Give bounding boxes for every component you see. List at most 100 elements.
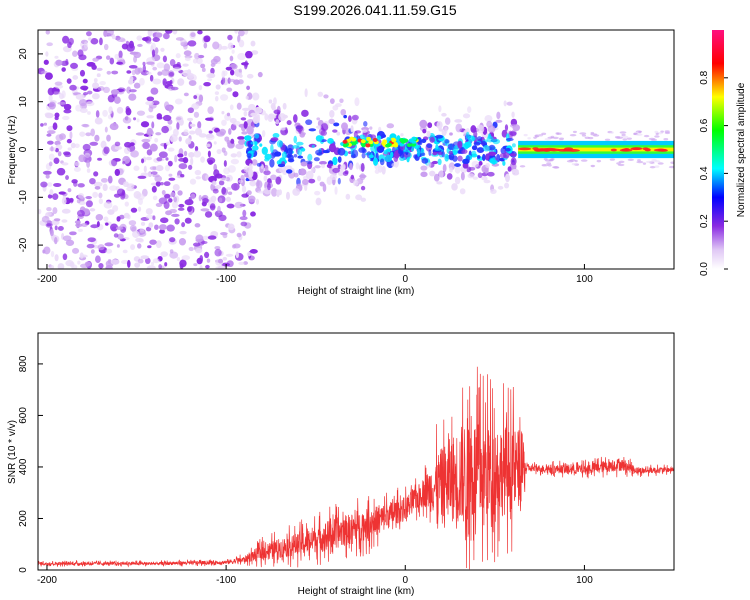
- spectrogram-cell: [210, 67, 215, 75]
- spectrogram-cell: [246, 190, 252, 196]
- spectrogram-cell: [151, 185, 157, 193]
- spectrogram-cell: [246, 125, 254, 135]
- spectrogram-cell: [61, 219, 68, 223]
- spectrogram-cell: [209, 203, 216, 211]
- spectrogram-cell: [94, 117, 103, 125]
- spectrogram-cell: [654, 130, 659, 134]
- spectrogram-cell: [358, 147, 366, 153]
- spectrogram-cell: [83, 41, 88, 49]
- spectrogram-cell: [449, 132, 453, 136]
- spectrogram-cell: [86, 168, 91, 173]
- spectrogram-cell: [47, 87, 55, 96]
- spectrogram-x-ticks: -200 -100 0 100: [37, 264, 593, 285]
- spectrogram-cell: [372, 138, 378, 143]
- spectrogram-cell: [95, 255, 101, 264]
- spectrogram-cell: [154, 175, 163, 183]
- spectrogram-cell: [381, 134, 387, 138]
- spectrogram-cell: [504, 124, 509, 131]
- spectrogram-cell: [140, 255, 149, 260]
- spectrogram-cell: [177, 190, 183, 196]
- spectrogram-cell: [161, 189, 166, 195]
- spectrogram-cell: [668, 165, 674, 169]
- spectrogram-cell: [622, 138, 628, 141]
- spectrogram-cell: [222, 256, 228, 261]
- spectrogram-cell: [207, 235, 217, 240]
- spectrogram-cell: [109, 57, 115, 65]
- spectrogram-cell: [467, 106, 472, 113]
- spectrogram-cell: [276, 189, 280, 198]
- spectrogram-cell: [55, 148, 59, 153]
- spectrogram-cell: [225, 196, 231, 202]
- spectrogram-cell: [69, 261, 75, 268]
- spectrogram-cell: [47, 182, 53, 187]
- spectrogram-cell: [54, 225, 58, 231]
- spectrogram-cell: [110, 259, 120, 265]
- spectrogram-cell: [164, 193, 171, 199]
- spectrogram-cell: [167, 160, 173, 167]
- spectrogram-cell: [68, 37, 74, 45]
- spectrogram-cell: [150, 87, 159, 95]
- spectrogram-cell: [156, 62, 165, 69]
- spectrogram-cell: [320, 130, 327, 136]
- spectrogram-cell: [198, 94, 204, 103]
- spectrogram-cell: [223, 160, 227, 167]
- spectrogram-cell: [85, 101, 95, 107]
- spectrogram-cell: [112, 205, 119, 212]
- spectrogram-cell: [185, 138, 192, 145]
- spectrogram-cell: [511, 169, 519, 174]
- spectrogram-cell: [162, 55, 168, 63]
- spectrogram-cell: [502, 160, 506, 166]
- spectrogram-cell: [216, 131, 225, 137]
- spectrogram-cell: [221, 119, 227, 126]
- spectrogram-cell: [308, 178, 316, 184]
- spectrogram-cell: [224, 136, 230, 142]
- spectrogram-cell: [315, 197, 322, 206]
- spectrogram-cell: [473, 131, 478, 138]
- spectrogram-cell: [170, 86, 179, 91]
- spectrogram-cell: [276, 139, 283, 148]
- spectrogram-cell: [340, 164, 346, 171]
- spectrogram-cell: [127, 214, 131, 220]
- spectrogram-cell: [188, 246, 194, 252]
- spectrogram-cell: [339, 98, 344, 104]
- spectrogram-cell: [102, 183, 108, 192]
- spectrogram-cell: [569, 133, 577, 137]
- spectrogram-cell: [332, 167, 340, 173]
- spectrogram-cell: [245, 95, 249, 100]
- spectrogram-cell: [61, 208, 71, 214]
- spectrogram-cell: [148, 106, 154, 113]
- spectrogram-cell: [355, 162, 360, 170]
- spectrogram-cell: [205, 264, 210, 269]
- spectrogram-cell: [199, 254, 204, 263]
- spectrogram-cell: [286, 120, 292, 126]
- spectrogram-cell: [275, 176, 282, 185]
- spectrogram-cell: [238, 74, 243, 78]
- spectrogram-cell: [160, 217, 169, 224]
- spectrogram-cell: [444, 126, 448, 134]
- spectrogram-cell: [654, 135, 660, 138]
- spectrogram-cell: [111, 35, 117, 40]
- spectrogram-cell: [75, 223, 83, 228]
- spectrogram-cell: [482, 153, 486, 162]
- spectrogram-cell: [484, 115, 493, 122]
- spectrogram-cell: [64, 152, 72, 158]
- spectrogram-cell: [483, 144, 490, 152]
- spectrogram-cell: [85, 31, 92, 37]
- spectrogram-cell: [327, 137, 334, 144]
- spectrogram-cell: [406, 143, 412, 148]
- spectrogram-cell: [495, 119, 503, 123]
- spectrogram-cell: [165, 157, 169, 161]
- spectrogram-cell: [128, 220, 137, 226]
- spectrogram-cell: [77, 183, 85, 188]
- spectrogram-cell: [93, 171, 99, 177]
- spectrogram-cell: [98, 198, 103, 205]
- spectrogram-cell: [116, 61, 124, 65]
- spectrogram-y-tick-label: -10: [18, 190, 29, 205]
- spectrogram-cell: [90, 128, 95, 137]
- spectrogram-cell: [169, 237, 176, 243]
- spectrogram-cell: [360, 139, 366, 144]
- spectrogram-cell: [111, 70, 119, 75]
- spectrogram-cell: [75, 104, 82, 112]
- spectrogram-cell: [505, 147, 511, 152]
- spectrogram-cell: [444, 153, 449, 162]
